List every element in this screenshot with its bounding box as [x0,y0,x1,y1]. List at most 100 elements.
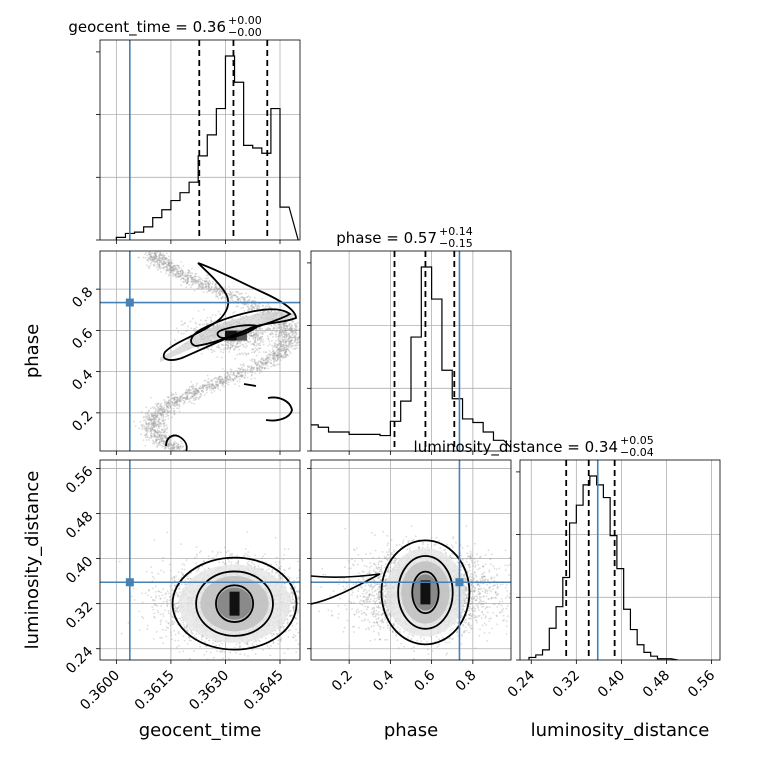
sample-point [197,390,200,393]
sample-point [212,642,214,644]
sample-point [165,402,168,405]
sample-point [281,334,284,336]
sample-point [211,283,214,285]
sample-point [210,385,213,388]
sample-point [157,411,159,413]
sample-point [146,436,149,439]
sample-point [280,352,282,355]
sample-point [287,345,290,347]
sample-point [190,381,193,383]
sample-point [252,348,254,351]
sample-point [280,340,283,343]
sample-point [216,356,219,358]
sample-point [158,441,161,444]
sample-point [190,278,193,281]
sample-point [191,267,194,270]
sample-point [162,410,164,413]
sample-point [235,369,238,372]
sample-point [186,395,188,398]
sample-point [298,336,300,339]
sample-point [206,389,208,391]
sample-point [239,378,241,381]
sample-point [219,379,222,382]
sample-point [152,425,155,427]
sample-point [162,415,165,417]
sample-point [268,305,271,308]
sample-point [219,381,222,384]
sample-point [151,257,153,259]
sample-point [245,292,247,295]
sample-point [218,381,221,383]
sample-point [179,274,182,277]
truth-marker [125,298,134,307]
sample-point [158,439,161,441]
sample-point [290,614,292,617]
sample-point [272,352,274,355]
sample-point [159,423,162,425]
sample-point [208,385,211,388]
sample-point [244,296,247,299]
sample-point [173,413,176,416]
sample-point [195,388,198,391]
sample-point [180,619,183,622]
sample-point [158,421,161,424]
sample-point [168,403,171,406]
sample-point [206,291,208,293]
sample-point [229,344,232,346]
sample-point [232,343,234,345]
sample-point [297,337,299,340]
sample-point [167,407,170,410]
sample-point [214,640,217,643]
sample-point [254,303,257,306]
sample-point [231,295,234,297]
sample-point [173,402,176,405]
sample-point [157,407,160,409]
sample-point [256,343,258,345]
sample-point [277,354,280,357]
sample-point [251,366,254,368]
sample-point [272,346,274,348]
sample-point [176,399,179,401]
sample-point [159,438,162,441]
sample-point [285,340,288,343]
sample-point [292,336,295,339]
sample-point [304,349,306,351]
sample-point [255,345,258,347]
density-group-geocent_time-luminosity_distance [100,460,314,660]
sample-point [152,417,155,419]
sample-point [168,595,171,598]
sample-point [221,378,224,381]
sample-point [177,444,180,447]
sample-point [215,555,218,557]
sample-point [273,326,276,329]
sample-point [195,273,198,275]
sample-point [146,628,149,631]
sample-point [179,397,182,400]
sample-point [267,358,270,360]
sample-point [284,327,287,330]
sample-point [171,401,174,404]
sample-point [304,596,306,598]
sample-point [173,396,176,399]
sample-point [285,332,288,334]
sample-point [163,262,166,264]
sample-point [167,406,170,408]
sample-point [230,297,232,299]
sample-point [158,261,161,264]
sample-point [247,309,250,312]
sample-point [280,348,283,351]
sample-point [266,305,268,307]
sample-point [312,619,314,621]
sample-point [201,323,204,326]
sample-point [292,606,295,609]
sample-point [161,435,164,438]
axes-frame [310,250,512,452]
sample-point [181,269,183,272]
sample-point [163,422,166,425]
sample-point [281,343,283,346]
sample-point [260,362,263,364]
sample-point [232,372,235,374]
sample-point [230,340,233,343]
sample-point [282,344,285,347]
sample-point [154,440,157,442]
